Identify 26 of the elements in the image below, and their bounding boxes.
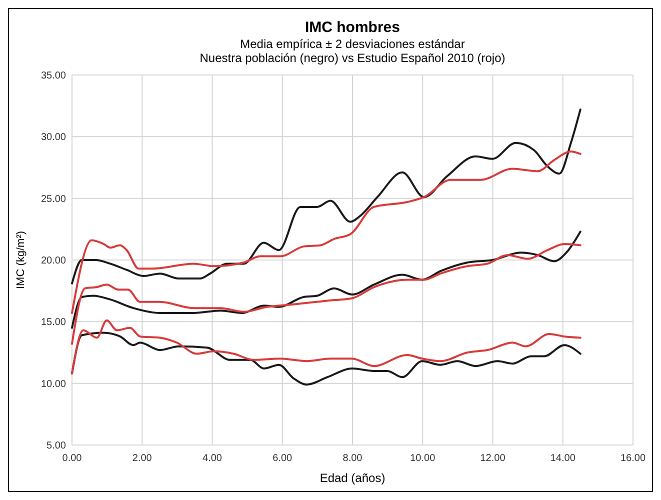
y-tick-label: 35.00 bbox=[40, 70, 66, 82]
line-series bbox=[71, 108, 582, 284]
y-tick-label: 30.00 bbox=[40, 132, 66, 144]
x-tick-label: 4.00 bbox=[202, 453, 222, 464]
y-tick-label: 25.00 bbox=[40, 194, 66, 205]
chart-subtitle: Media empírica ± 2 desviaciones estándar Nuestra población (negro) vs Estudio Español 2010 (rojo) bbox=[200, 37, 506, 65]
x-tick-label: 14.00 bbox=[550, 453, 576, 464]
x-axis-title: Edad (años) bbox=[320, 471, 386, 485]
y-tick-label: 10.00 bbox=[40, 378, 66, 390]
line-series bbox=[71, 332, 582, 386]
line-series bbox=[71, 242, 582, 345]
line-series bbox=[71, 150, 582, 314]
y-tick-label: 15.00 bbox=[40, 317, 66, 328]
chart-title: IMC hombres bbox=[304, 19, 400, 36]
x-tick-label: 8.00 bbox=[342, 453, 363, 464]
x-tick-label: 6.00 bbox=[272, 453, 293, 464]
line-series bbox=[71, 319, 582, 374]
line-series bbox=[71, 230, 582, 329]
x-tick-label: 2.00 bbox=[132, 453, 152, 464]
x-tick-label: 10.00 bbox=[410, 453, 436, 464]
x-tick-label: 12.00 bbox=[480, 453, 506, 464]
y-tick-label: 5.00 bbox=[46, 440, 66, 452]
x-tick-label: 0.00 bbox=[62, 453, 82, 464]
y-axis-title: IMC (kg/m²) bbox=[15, 230, 27, 290]
y-tick-label: 20.00 bbox=[40, 256, 66, 266]
x-tick-label: 16.00 bbox=[620, 453, 646, 464]
